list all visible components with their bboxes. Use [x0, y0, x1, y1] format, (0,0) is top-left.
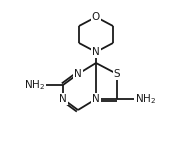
Text: O: O — [92, 12, 100, 22]
Text: N: N — [92, 94, 100, 104]
Text: N: N — [74, 69, 82, 79]
Text: NH$_2$: NH$_2$ — [135, 92, 156, 106]
Text: NH$_2$: NH$_2$ — [24, 78, 45, 92]
Text: S: S — [114, 69, 120, 79]
Text: N: N — [59, 94, 67, 104]
Text: N: N — [92, 47, 100, 57]
